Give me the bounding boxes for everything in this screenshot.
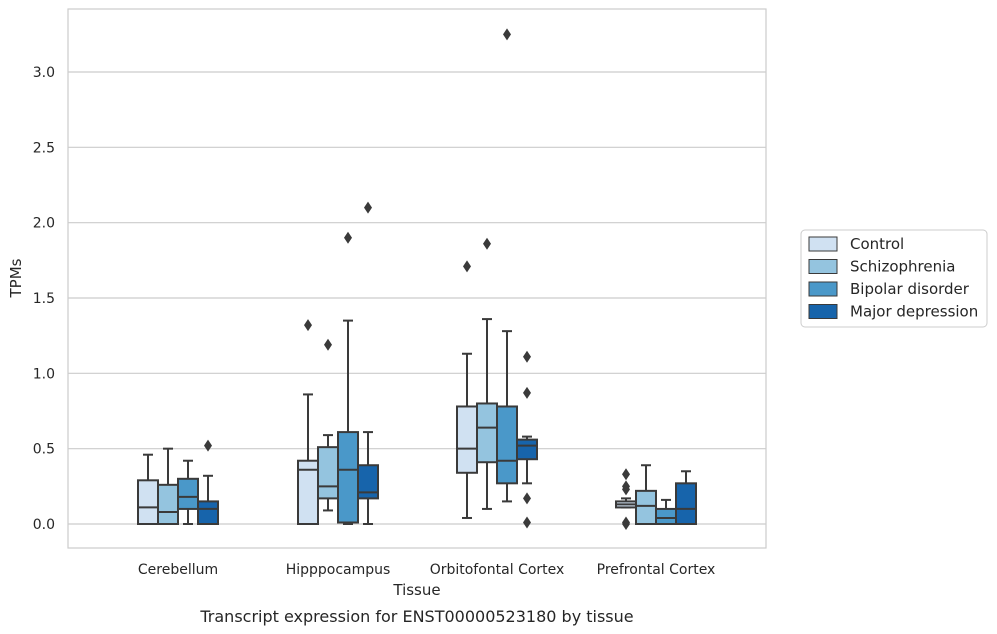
box-iqr bbox=[317, 446, 339, 500]
x-tick-labels: Cerebellum Hipppocampus Orbitofontal Corte… bbox=[138, 562, 715, 578]
box-iqr bbox=[476, 402, 498, 464]
x-tick-label: Prefrontal Cortex bbox=[597, 562, 716, 578]
y-gridlines bbox=[68, 71, 766, 525]
outlier-point bbox=[503, 28, 511, 41]
box bbox=[297, 319, 319, 525]
box-iqr bbox=[197, 500, 219, 525]
x-tick-label: Cerebellum bbox=[138, 562, 218, 578]
legend-label: Major depression bbox=[850, 303, 978, 321]
outlier-point bbox=[304, 319, 312, 332]
box-iqr bbox=[137, 479, 159, 526]
series-bipolar-disorder bbox=[177, 28, 677, 525]
legend-label: Bipolar disorder bbox=[850, 280, 970, 298]
y-tick-label: 2.0 bbox=[33, 216, 55, 232]
outlier-point bbox=[364, 201, 372, 214]
series-major-depression bbox=[197, 201, 697, 529]
outlier-point bbox=[622, 480, 630, 493]
box-iqr bbox=[357, 464, 379, 500]
series-schizophrenia bbox=[157, 237, 657, 525]
y-tick-label: 1.5 bbox=[33, 291, 55, 307]
legend-swatch bbox=[808, 304, 838, 319]
box-iqr bbox=[157, 483, 179, 525]
box bbox=[615, 468, 637, 530]
box-iqr bbox=[337, 431, 359, 524]
y-axis-title: TPMs bbox=[7, 258, 25, 298]
legend-swatch bbox=[808, 281, 838, 297]
y-tick-label: 2.5 bbox=[33, 140, 55, 156]
outlier-point bbox=[483, 237, 491, 250]
box-iqr bbox=[655, 507, 677, 525]
box bbox=[675, 470, 697, 526]
plot-area bbox=[67, 8, 767, 549]
box bbox=[496, 28, 518, 503]
outlier-point bbox=[463, 260, 471, 273]
box bbox=[157, 447, 179, 525]
series-control bbox=[137, 260, 637, 530]
legend-swatch bbox=[808, 236, 838, 252]
box bbox=[337, 231, 359, 525]
y-tick-label: 3.0 bbox=[33, 65, 55, 81]
box-iqr bbox=[516, 438, 538, 461]
box bbox=[516, 350, 538, 529]
x-tick-label: Hipppocampus bbox=[286, 562, 391, 578]
outlier-point bbox=[622, 468, 630, 481]
outlier-point bbox=[344, 231, 352, 244]
y-tick-labels: 0.0 0.5 1.0 1.5 2.0 2.5 3.0 bbox=[33, 65, 55, 533]
box-iqr bbox=[675, 482, 697, 526]
chart-caption: Transcript expression for ENST0000052318… bbox=[199, 607, 633, 626]
outlier-point bbox=[204, 439, 212, 452]
box-iqr bbox=[456, 405, 478, 474]
legend-label: Schizophrenia bbox=[850, 258, 955, 276]
legend-frame bbox=[800, 229, 988, 328]
legend-swatch bbox=[808, 259, 838, 274]
box bbox=[357, 201, 379, 525]
box bbox=[137, 453, 159, 526]
box bbox=[197, 439, 219, 525]
y-tick-label: 0.5 bbox=[33, 442, 55, 458]
box bbox=[635, 464, 657, 525]
outlier-point bbox=[523, 350, 531, 363]
box-iqr bbox=[635, 489, 657, 525]
outlier-point bbox=[523, 386, 531, 399]
y-tick-label: 0.0 bbox=[33, 517, 55, 533]
outlier-point bbox=[324, 338, 332, 351]
box-series bbox=[137, 28, 697, 530]
legend-label: Control bbox=[850, 235, 904, 253]
box bbox=[177, 459, 199, 525]
box bbox=[476, 237, 498, 510]
box-iqr bbox=[177, 477, 199, 510]
y-tick-label: 1.0 bbox=[33, 366, 55, 382]
outlier-point bbox=[622, 516, 630, 529]
x-axis-title: Tissue bbox=[392, 581, 440, 599]
box-iqr bbox=[496, 405, 518, 485]
x-tick-label: Orbitofontal Cortex bbox=[430, 562, 565, 578]
outlier-point bbox=[523, 516, 531, 529]
outlier-point bbox=[523, 492, 531, 505]
legend: Control Schizophrenia Bipolar disorder Majo… bbox=[800, 229, 988, 328]
